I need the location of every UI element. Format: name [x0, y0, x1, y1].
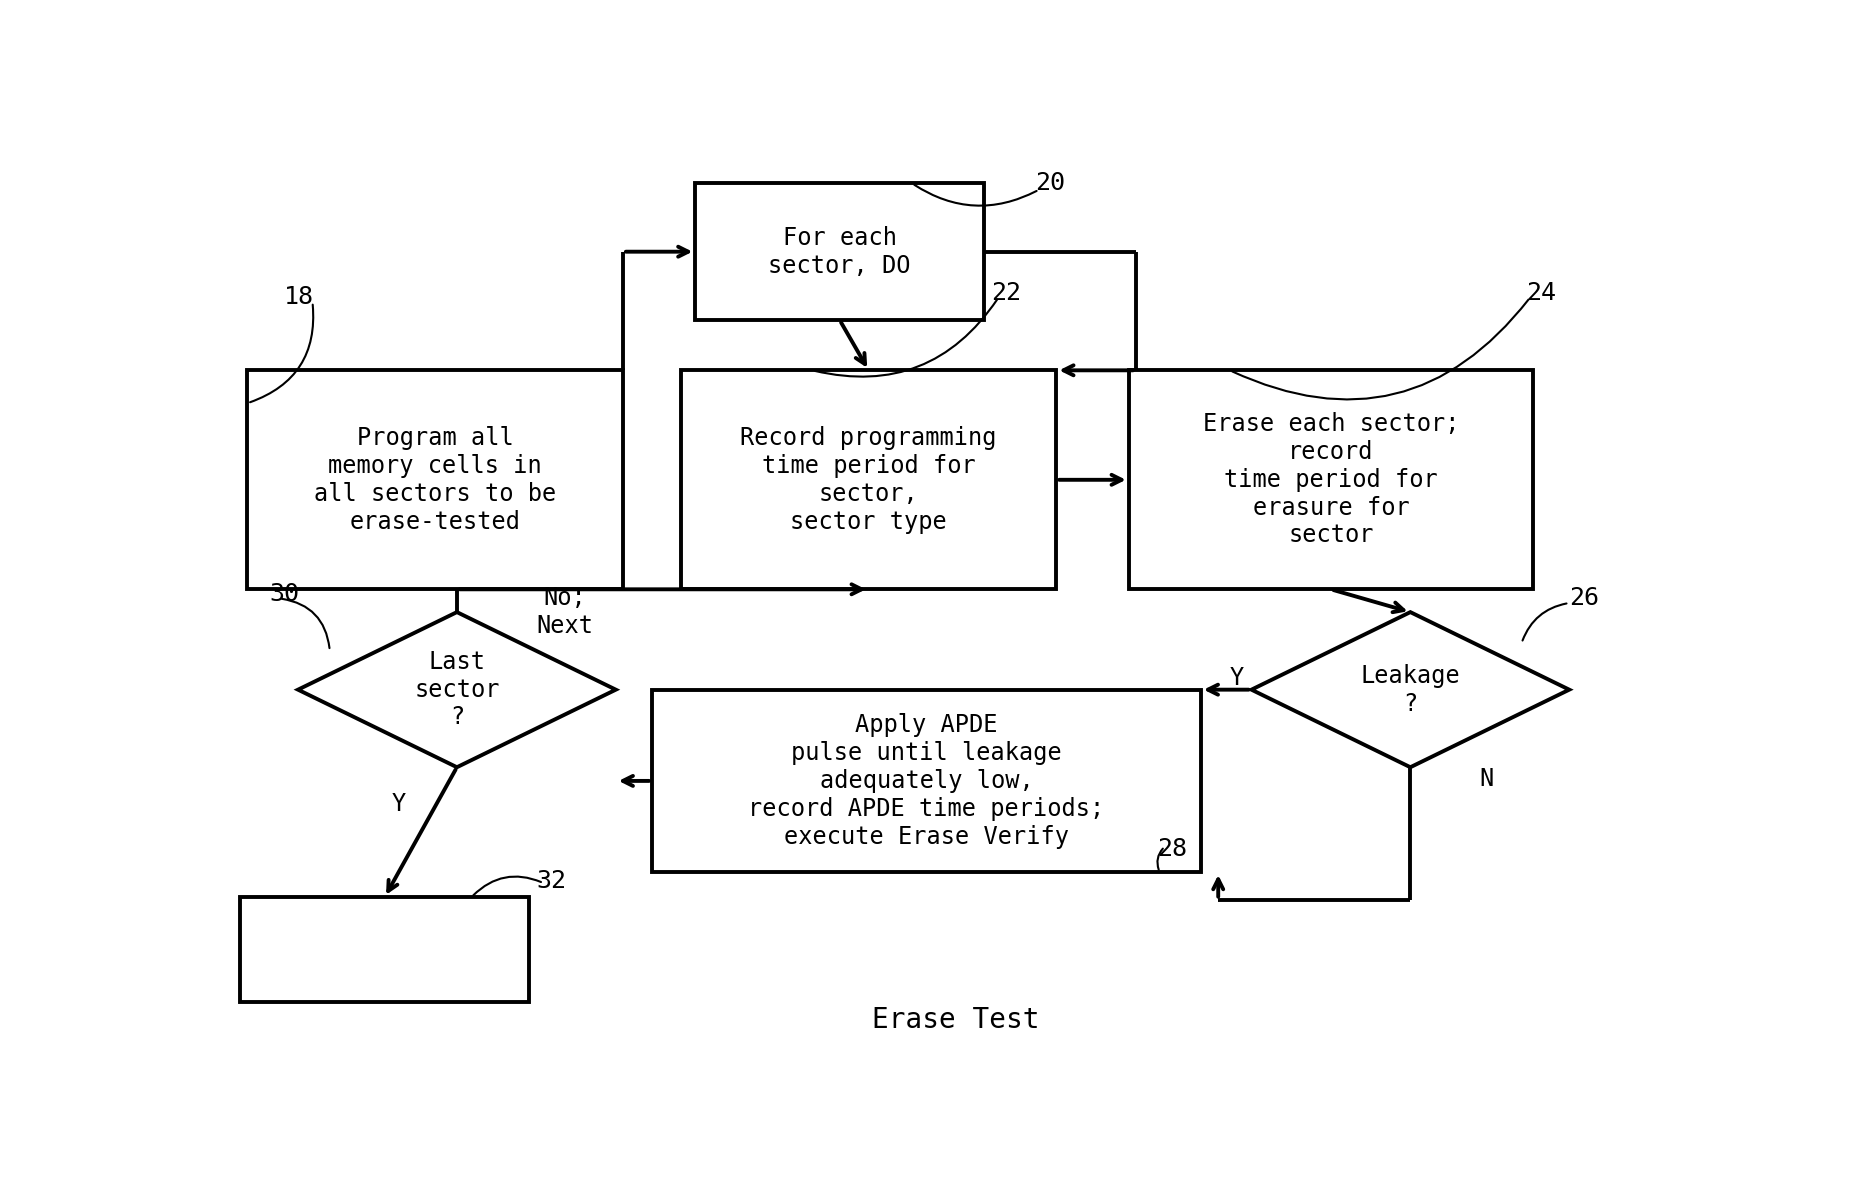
Polygon shape [1251, 613, 1569, 767]
Text: 18: 18 [283, 286, 313, 309]
Text: Erase Test: Erase Test [872, 1006, 1038, 1035]
Text: 24: 24 [1527, 281, 1556, 305]
Text: N: N [1480, 767, 1495, 792]
Text: 26: 26 [1569, 587, 1599, 610]
Text: 28: 28 [1158, 838, 1187, 861]
Text: Y: Y [1230, 666, 1243, 690]
Text: Program all
memory cells in
all sectors to be
erase-tested: Program all memory cells in all sectors … [315, 427, 555, 533]
Polygon shape [298, 613, 615, 767]
Text: 32: 32 [537, 870, 567, 893]
Text: No;
Next: No; Next [537, 587, 593, 638]
Bar [248, 371, 623, 589]
Text: 20: 20 [1035, 172, 1064, 196]
Text: Record programming
time period for
sector,
sector type: Record programming time period for secto… [740, 427, 997, 533]
Text: For each
sector, DO: For each sector, DO [768, 226, 911, 277]
Bar [695, 184, 984, 320]
Text: Erase each sector;
record
time period for
erasure for
sector: Erase each sector; record time period fo… [1202, 412, 1460, 547]
Bar [1130, 371, 1532, 589]
Bar [240, 897, 529, 1003]
Text: Y: Y [391, 792, 406, 815]
Text: Leakage
?: Leakage ? [1361, 664, 1460, 716]
Text: 22: 22 [992, 281, 1021, 305]
Bar [680, 371, 1057, 589]
Text: 30: 30 [268, 582, 298, 606]
Text: Last
sector
?: Last sector ? [414, 649, 500, 730]
Text: Apply APDE
pulse until leakage
adequately low,
record APDE time periods;
execute: Apply APDE pulse until leakage adequatel… [747, 713, 1105, 848]
Bar [652, 690, 1200, 872]
